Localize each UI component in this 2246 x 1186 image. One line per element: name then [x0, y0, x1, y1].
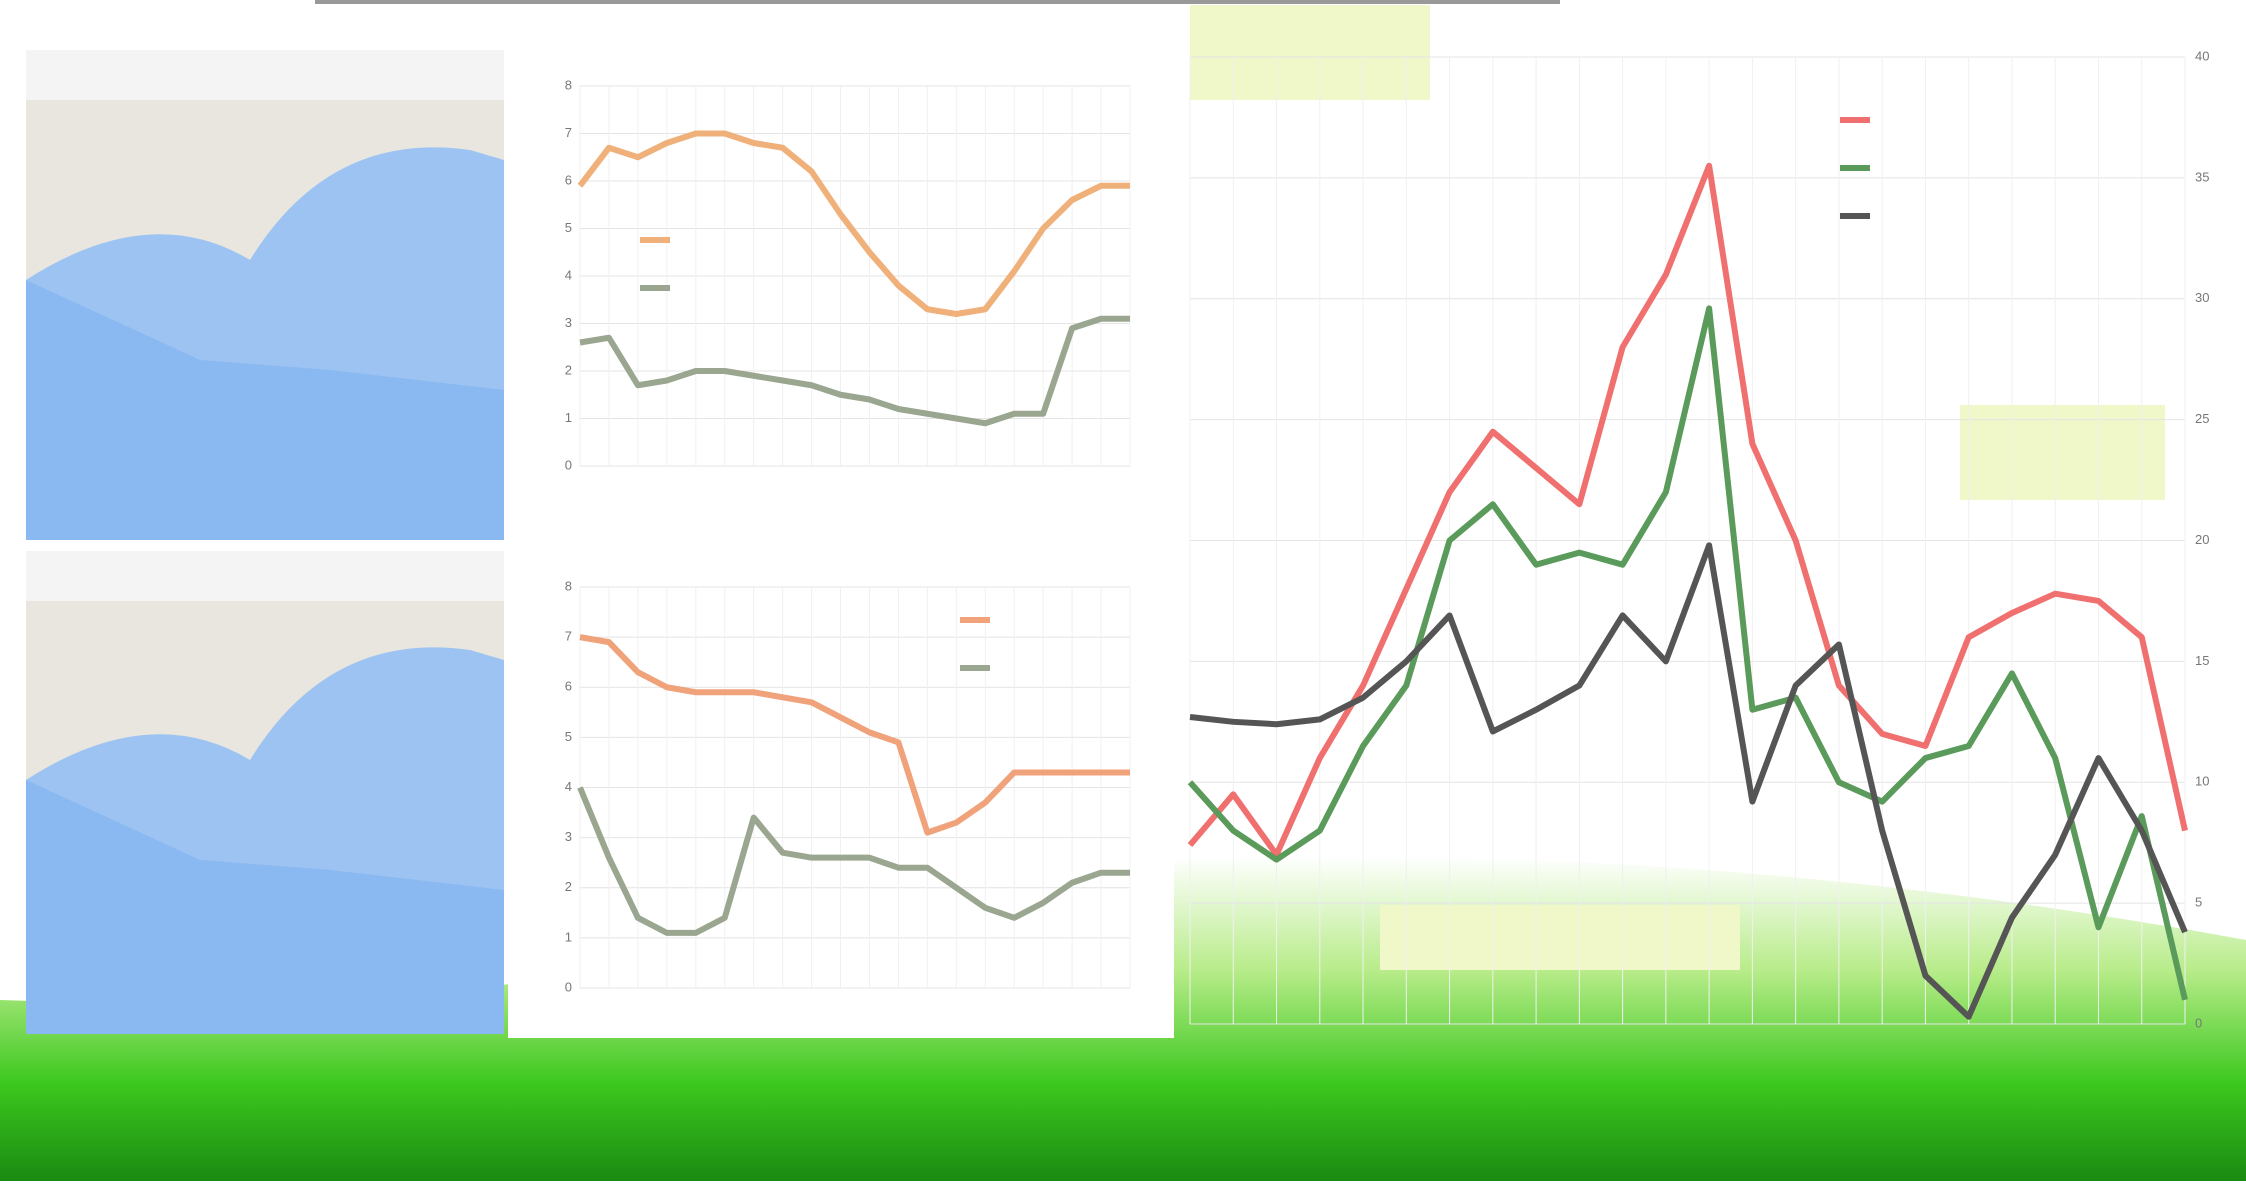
y-tick-label: 25	[2195, 411, 2209, 426]
series-line	[1187, 305, 2188, 1001]
top-bar	[315, 0, 1560, 4]
y-tick-label: 7	[565, 125, 572, 140]
series-line	[1187, 162, 2188, 858]
series-line	[579, 634, 1130, 836]
y-tick-label: 2	[565, 362, 572, 377]
y-tick-label: 1	[565, 410, 572, 425]
y-tick-label: 5	[565, 729, 572, 744]
y-tick-label: 3	[565, 315, 572, 330]
y-tick-label: 3	[565, 829, 572, 844]
y-tick-label: 0	[565, 457, 572, 472]
y-tick-label: 0	[565, 979, 572, 994]
y-tick-label: 2	[565, 879, 572, 894]
y-tick-label: 4	[565, 779, 572, 794]
y-tick-label: 35	[2195, 169, 2209, 184]
y-tick-label: 6	[565, 679, 572, 694]
y-tick-label: 7	[565, 629, 572, 644]
series-line	[1189, 542, 2188, 1020]
y-tick-label: 20	[2195, 532, 2209, 547]
y-tick-label: 5	[2195, 895, 2202, 910]
callout	[1380, 905, 1740, 970]
series-line	[579, 315, 1130, 427]
y-tick-label: 10	[2195, 774, 2209, 789]
y-tick-label: 1	[565, 929, 572, 944]
y-tick-label: 4	[565, 267, 572, 282]
series-line	[577, 130, 1130, 317]
y-tick-label: 30	[2195, 290, 2209, 305]
y-tick-label: 6	[565, 172, 572, 187]
y-tick-label: 0	[2195, 1015, 2202, 1030]
y-tick-label: 8	[565, 77, 572, 92]
y-tick-label: 5	[565, 220, 572, 235]
y-tick-label: 8	[565, 578, 572, 593]
y-tick-label: 15	[2195, 653, 2209, 668]
y-tick-label: 40	[2195, 48, 2209, 63]
callout	[1960, 405, 2165, 500]
map-top	[26, 50, 504, 540]
callout	[1190, 5, 1430, 100]
map-bottom	[26, 551, 504, 1034]
series-line	[577, 786, 1130, 936]
